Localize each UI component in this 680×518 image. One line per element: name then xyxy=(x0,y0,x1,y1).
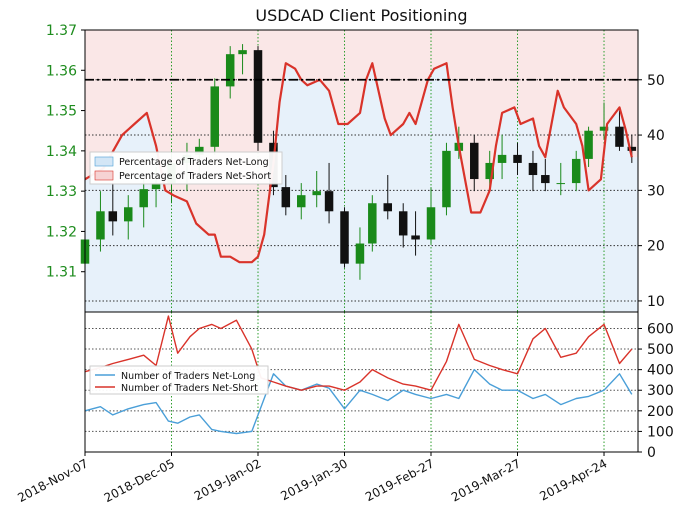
candle-body xyxy=(210,86,220,147)
price-tick-label: 1.33 xyxy=(46,184,77,200)
count-tick-label: 400 xyxy=(647,363,674,379)
candle-body xyxy=(584,130,593,159)
chart-title: USDCAD Client Positioning xyxy=(255,6,467,25)
candle-body xyxy=(470,142,479,180)
candle-body xyxy=(151,183,161,190)
legend-swatch-net-long xyxy=(94,156,114,167)
candle-body xyxy=(442,150,451,208)
x-tick-label: 2019-Apr-24 xyxy=(537,456,609,503)
candle-body xyxy=(411,235,420,240)
candle-body xyxy=(96,211,105,240)
x-tick-label: 2019-Jan-30 xyxy=(278,456,350,503)
candle-body xyxy=(571,158,581,184)
candle-body xyxy=(124,207,133,222)
price-tick-label: 1.34 xyxy=(46,144,77,160)
traders-count-panel xyxy=(84,311,642,456)
x-tick-label: 2018-Dec-05 xyxy=(102,456,177,505)
legend-box xyxy=(89,365,269,395)
candle-body xyxy=(340,211,349,264)
candle-body xyxy=(355,243,365,264)
candle-body xyxy=(513,154,522,163)
candle-body xyxy=(324,191,334,212)
net-short-area xyxy=(85,30,638,263)
candle-body xyxy=(297,195,306,208)
percent-tick-label: 30 xyxy=(647,183,665,199)
candle-body xyxy=(312,191,321,196)
net-short-count-line xyxy=(84,315,633,391)
candle-body xyxy=(281,187,291,208)
candle-body xyxy=(615,126,624,147)
x-tick-label: 2018-Nov-07 xyxy=(15,456,90,505)
candle-body xyxy=(541,175,550,184)
candle-body xyxy=(485,162,494,180)
price-tick-label: 1.37 xyxy=(46,23,77,39)
legend-traders-count xyxy=(89,365,269,395)
legend-swatch-net-short xyxy=(94,170,114,181)
price-tick-label: 1.31 xyxy=(46,265,77,281)
net-long-count-line xyxy=(84,368,633,435)
x-tick-label: 2019-Jan-02 xyxy=(192,456,264,503)
price-tick-label: 1.32 xyxy=(46,224,77,240)
count-tick-label: 100 xyxy=(647,424,674,440)
candle-body xyxy=(108,211,118,222)
candle-body xyxy=(383,203,393,212)
legend-label-net-long: Percentage of Traders Net-Long xyxy=(119,157,269,168)
candle-body xyxy=(398,211,408,236)
count-tick-label: 500 xyxy=(647,342,674,358)
legend-label-net-short: Number of Traders Net-Short xyxy=(121,383,258,394)
candle-body xyxy=(195,146,204,155)
percent-tick-label: 50 xyxy=(647,73,665,89)
candle-body xyxy=(627,146,637,151)
count-tick-label: 300 xyxy=(647,383,674,399)
candle-body xyxy=(599,126,609,131)
percent-tick-label: 40 xyxy=(647,128,665,144)
x-tick-label: 2019-Feb-27 xyxy=(363,456,436,504)
legend-label-net-long: Number of Traders Net-Long xyxy=(121,371,255,382)
legend-box xyxy=(89,151,283,185)
candle-body xyxy=(426,207,436,240)
percent-tick-label: 20 xyxy=(647,239,665,255)
x-tick-label: 2019-Mar-27 xyxy=(449,456,523,504)
candle-body xyxy=(528,162,538,176)
count-tick-label: 0 xyxy=(647,445,656,461)
legend-label-net-short: Percentage of Traders Net-Short xyxy=(119,171,271,182)
candle-body xyxy=(497,154,507,163)
traders-count-panel-frame xyxy=(84,311,639,453)
candle-body xyxy=(139,189,148,208)
candle-body xyxy=(556,183,566,185)
positioning-panel xyxy=(80,29,642,313)
percent-tick-label: 10 xyxy=(647,294,665,310)
candle-body xyxy=(368,203,377,244)
count-tick-label: 600 xyxy=(647,321,674,337)
legend-positioning xyxy=(89,151,283,185)
net-short-line xyxy=(84,62,633,264)
candle-body xyxy=(253,50,263,143)
price-tick-label: 1.35 xyxy=(46,104,77,120)
net-long-area xyxy=(85,63,638,313)
price-tick-label: 1.36 xyxy=(46,63,77,79)
count-tick-label: 200 xyxy=(647,404,674,420)
candle-body xyxy=(225,54,235,87)
candle-body xyxy=(238,50,247,55)
